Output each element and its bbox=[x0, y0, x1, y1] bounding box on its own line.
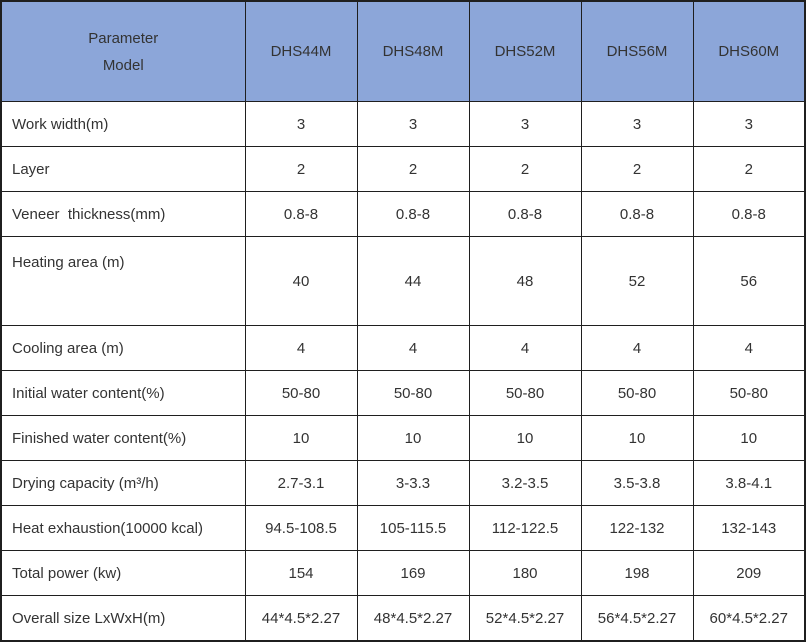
cell-value: 10 bbox=[580, 415, 694, 461]
cell-value: 50-80 bbox=[580, 370, 694, 416]
table-row: Veneer thickness(mm) 0.8-8 0.8-8 0.8-8 0.8-8… bbox=[0, 191, 806, 237]
cell-value: 2 bbox=[356, 146, 470, 192]
cell-value: 198 bbox=[580, 550, 694, 596]
cell-value: 3 bbox=[356, 101, 470, 147]
corner-model-label: Model bbox=[102, 56, 144, 74]
model-header-dhs60m: DHS60M bbox=[692, 0, 806, 102]
cell-value: 52*4.5*2.27 bbox=[468, 595, 582, 642]
cell-value: 3-3.3 bbox=[356, 460, 470, 506]
row-label: Layer bbox=[0, 146, 246, 192]
table-row: Total power (kw) 154 169 180 198 209 bbox=[0, 550, 806, 596]
row-label: Overall size LxWxH(m) bbox=[0, 595, 246, 642]
cell-value: 3.2-3.5 bbox=[468, 460, 582, 506]
cell-value: 122-132 bbox=[580, 505, 694, 551]
cell-value: 0.8-8 bbox=[692, 191, 806, 237]
cell-value: 2.7-3.1 bbox=[244, 460, 358, 506]
cell-value: 112-122.5 bbox=[468, 505, 582, 551]
cell-value: 180 bbox=[468, 550, 582, 596]
cell-value: 48*4.5*2.27 bbox=[356, 595, 470, 642]
cell-value: 10 bbox=[244, 415, 358, 461]
cell-value: 154 bbox=[244, 550, 358, 596]
table-row: Heating area (m) 40 44 48 52 56 bbox=[0, 236, 806, 326]
row-label: Heating area (m) bbox=[0, 236, 246, 326]
cell-value: 4 bbox=[468, 325, 582, 371]
model-header-dhs48m: DHS48M bbox=[356, 0, 470, 102]
row-label: Finished water content(%) bbox=[0, 415, 246, 461]
cell-value: 3.8-4.1 bbox=[692, 460, 806, 506]
cell-value: 132-143 bbox=[692, 505, 806, 551]
cell-value: 10 bbox=[468, 415, 582, 461]
table-row: Finished water content(%) 10 10 10 10 10 bbox=[0, 415, 806, 461]
row-label: Total power (kw) bbox=[0, 550, 246, 596]
table-header-row: Parameter Model DHS44M DHS48M DHS52M DHS56M… bbox=[0, 0, 806, 102]
row-label: Drying capacity (m³/h) bbox=[0, 460, 246, 506]
cell-value: 4 bbox=[244, 325, 358, 371]
cell-value: 4 bbox=[356, 325, 470, 371]
table-body: Work width(m) 3 3 3 3 3 Layer 2 2 2 2 2 Veneer thick… bbox=[0, 101, 806, 642]
cell-value: 10 bbox=[356, 415, 470, 461]
cell-value: 3 bbox=[468, 101, 582, 147]
model-header-dhs56m: DHS56M bbox=[580, 0, 694, 102]
cell-value: 56*4.5*2.27 bbox=[580, 595, 694, 642]
row-label: Cooling area (m) bbox=[0, 325, 246, 371]
corner-parameter-label: Parameter bbox=[88, 29, 159, 47]
cell-value: 209 bbox=[692, 550, 806, 596]
table-row: Work width(m) 3 3 3 3 3 bbox=[0, 101, 806, 147]
cell-value: 4 bbox=[692, 325, 806, 371]
corner-header-cell: Parameter Model bbox=[0, 0, 246, 102]
cell-value: 52 bbox=[580, 236, 694, 326]
row-label: Heat exhaustion(10000 kcal) bbox=[0, 505, 246, 551]
table-row: Heat exhaustion(10000 kcal) 94.5-108.5 105… bbox=[0, 505, 806, 551]
cell-value: 50-80 bbox=[692, 370, 806, 416]
cell-value: 50-80 bbox=[468, 370, 582, 416]
cell-value: 56 bbox=[692, 236, 806, 326]
cell-value: 60*4.5*2.27 bbox=[692, 595, 806, 642]
cell-value: 2 bbox=[244, 146, 358, 192]
row-label: Veneer thickness(mm) bbox=[0, 191, 246, 237]
row-label: Initial water content(%) bbox=[0, 370, 246, 416]
cell-value: 4 bbox=[580, 325, 694, 371]
cell-value: 44*4.5*2.27 bbox=[244, 595, 358, 642]
cell-value: 44 bbox=[356, 236, 470, 326]
cell-value: 40 bbox=[244, 236, 358, 326]
cell-value: 0.8-8 bbox=[244, 191, 358, 237]
cell-value: 2 bbox=[468, 146, 582, 192]
table-row: Initial water content(%) 50-80 50-80 50-80 5… bbox=[0, 370, 806, 416]
cell-value: 0.8-8 bbox=[468, 191, 582, 237]
cell-value: 2 bbox=[580, 146, 694, 192]
cell-value: 3 bbox=[580, 101, 694, 147]
cell-value: 50-80 bbox=[356, 370, 470, 416]
cell-value: 169 bbox=[356, 550, 470, 596]
cell-value: 3.5-3.8 bbox=[580, 460, 694, 506]
table-row: Drying capacity (m³/h) 2.7-3.1 3-3.3 3.2-3.… bbox=[0, 460, 806, 506]
cell-value: 94.5-108.5 bbox=[244, 505, 358, 551]
cell-value: 48 bbox=[468, 236, 582, 326]
cell-value: 10 bbox=[692, 415, 806, 461]
table-row: Overall size LxWxH(m) 44*4.5*2.27 48*4.5*2… bbox=[0, 595, 806, 642]
cell-value: 0.8-8 bbox=[356, 191, 470, 237]
table-row: Layer 2 2 2 2 2 bbox=[0, 146, 806, 192]
table-row: Cooling area (m) 4 4 4 4 4 bbox=[0, 325, 806, 371]
row-label: Work width(m) bbox=[0, 101, 246, 147]
cell-value: 3 bbox=[244, 101, 358, 147]
model-header-dhs52m: DHS52M bbox=[468, 0, 582, 102]
cell-value: 105-115.5 bbox=[356, 505, 470, 551]
cell-value: 50-80 bbox=[244, 370, 358, 416]
cell-value: 2 bbox=[692, 146, 806, 192]
cell-value: 3 bbox=[692, 101, 806, 147]
model-header-dhs44m: DHS44M bbox=[244, 0, 358, 102]
cell-value: 0.8-8 bbox=[580, 191, 694, 237]
